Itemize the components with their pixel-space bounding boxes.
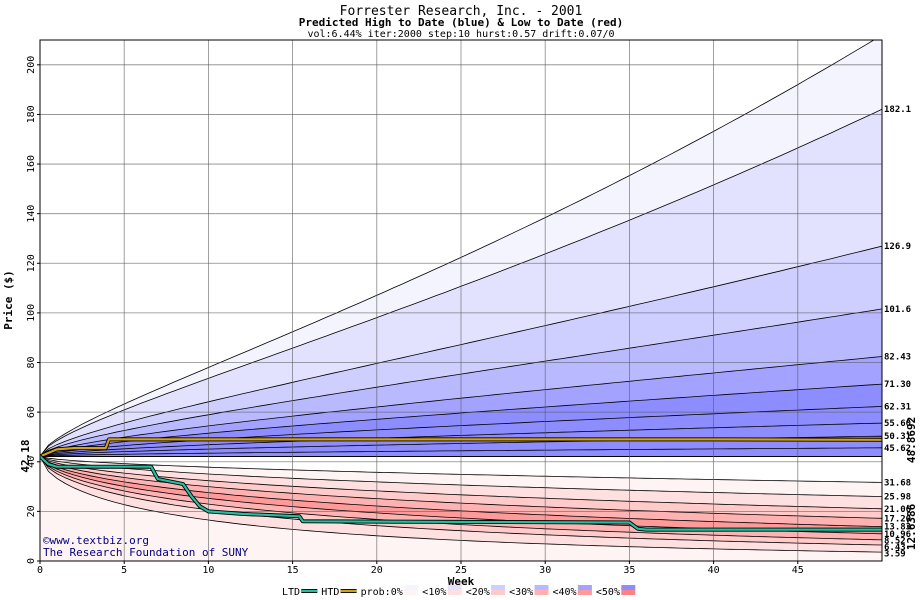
legend-label-6: <40% bbox=[553, 587, 577, 598]
y-tick-label-0: 0 bbox=[26, 558, 37, 564]
x-tick-label-5: 25 bbox=[455, 565, 467, 576]
y-tick-label-7: 140 bbox=[26, 205, 37, 223]
legend-swatch-high-6 bbox=[577, 585, 592, 590]
low-band-8 bbox=[40, 455, 882, 561]
x-tick-label-8: 40 bbox=[708, 565, 720, 576]
y-tick-label-2: 40 bbox=[26, 456, 37, 468]
start-price-label: 42.18 bbox=[19, 439, 32, 472]
legend-swatch-low-4 bbox=[491, 590, 506, 595]
x-axis-ticks: 0 5 10 15 20 25 30 35 40 45 bbox=[37, 561, 804, 576]
legend-label-5: <30% bbox=[509, 587, 533, 598]
chart-subtitle: Predicted High to Date (blue) & Low to D… bbox=[299, 16, 624, 29]
htd-final-value: 48.8692 bbox=[905, 417, 918, 463]
high-band-label-7: 55.60 bbox=[884, 419, 911, 429]
legend-label-2: prob:0% bbox=[361, 587, 403, 598]
y-tick-label-3: 60 bbox=[26, 406, 37, 418]
x-tick-label-6: 30 bbox=[539, 565, 551, 576]
credit-org: The Research Foundation of SUNY bbox=[43, 546, 249, 559]
legend-swatch-low-2 bbox=[404, 590, 419, 595]
x-tick-label-2: 10 bbox=[202, 565, 214, 576]
high-band-label-8: 50.31 bbox=[884, 432, 911, 442]
low-band-label-0: 31.68 bbox=[884, 478, 911, 488]
y-tick-label-10: 200 bbox=[26, 56, 37, 74]
x-tick-label-4: 20 bbox=[371, 565, 383, 576]
high-band-label-4: 82.43 bbox=[884, 353, 911, 363]
high-band-label-6: 62.31 bbox=[884, 402, 911, 412]
legend-label-1: HTD bbox=[321, 587, 339, 598]
series-line-htd bbox=[40, 438, 882, 458]
ltd-final-value: 12.6386 bbox=[905, 503, 918, 550]
y-axis-label: Price ($) bbox=[2, 270, 15, 330]
high-band-label-9: 45.62 bbox=[884, 444, 911, 454]
legend-swatch-low-3 bbox=[447, 590, 462, 595]
low-band-label-7: 6.43 bbox=[884, 543, 906, 553]
legend-swatch-high-2 bbox=[404, 585, 419, 590]
high-band-label-2: 126.9 bbox=[884, 242, 911, 252]
probability-bands bbox=[40, 40, 882, 561]
y-tick-label-8: 160 bbox=[26, 155, 37, 173]
x-tick-label-0: 0 bbox=[37, 565, 43, 576]
legend-swatch-high-3 bbox=[447, 585, 462, 590]
legend-label-0: LTD bbox=[282, 587, 300, 598]
chart-legend: LTD HTD prob:0% <10% <20% <30% <40% <50% bbox=[282, 585, 636, 598]
low-band-label-4: 13.83 bbox=[884, 523, 911, 533]
chart-params: vol:6.44% iter:2000 step:10 hurst:0.57 d… bbox=[307, 29, 614, 40]
x-tick-label-3: 15 bbox=[287, 565, 299, 576]
high-band-label-1: 182.1 bbox=[884, 105, 911, 115]
legend-swatch-low-5 bbox=[534, 590, 549, 595]
legend-swatch-high-5 bbox=[534, 585, 549, 590]
band-end-labels: 182.1 126.9 101.6 82.43 71.30 62.31 55.60 50.31… bbox=[884, 105, 911, 559]
x-tick-label-1: 5 bbox=[121, 565, 127, 576]
credit-url[interactable]: ©www.textbiz.org bbox=[43, 534, 149, 547]
x-tick-label-9: 45 bbox=[792, 565, 804, 576]
legend-swatch-low-7 bbox=[621, 590, 636, 595]
legend-label-7: <50% bbox=[596, 587, 620, 598]
grid-lines bbox=[40, 40, 882, 561]
price-series bbox=[40, 437, 882, 532]
high-band-label-5: 71.30 bbox=[884, 380, 911, 390]
low-band-label-5: 10.96 bbox=[884, 530, 911, 540]
series-line-ltd bbox=[40, 455, 882, 531]
high-band-label-3: 101.6 bbox=[884, 305, 911, 315]
low-band-label-3: 17.20 bbox=[884, 514, 911, 524]
low-band-label-1: 25.98 bbox=[884, 493, 911, 503]
low-band-label-2: 21.06 bbox=[884, 505, 911, 515]
legend-swatch-low-6 bbox=[577, 590, 592, 595]
y-tick-label-1: 20 bbox=[26, 505, 37, 517]
x-axis-label: Week bbox=[448, 575, 475, 588]
y-tick-label-4: 80 bbox=[26, 356, 37, 368]
y-tick-label-6: 120 bbox=[26, 254, 37, 272]
y-axis-ticks: 0 20 40 60 80 100 120 140 160 180 200 bbox=[26, 56, 40, 564]
legend-swatch-high-4 bbox=[491, 585, 506, 590]
low-band-label-6: 8.52 bbox=[884, 536, 906, 546]
legend-swatch-high-7 bbox=[621, 585, 636, 590]
y-tick-label-5: 100 bbox=[26, 304, 37, 322]
chart-title: Forrester Research, Inc. - 2001 bbox=[340, 4, 583, 19]
y-tick-label-9: 180 bbox=[26, 105, 37, 123]
legend-label-4: <20% bbox=[466, 587, 490, 598]
x-tick-label-7: 35 bbox=[623, 565, 635, 576]
legend-label-3: <10% bbox=[422, 587, 446, 598]
low-band-label-8: 3.59 bbox=[884, 549, 906, 559]
